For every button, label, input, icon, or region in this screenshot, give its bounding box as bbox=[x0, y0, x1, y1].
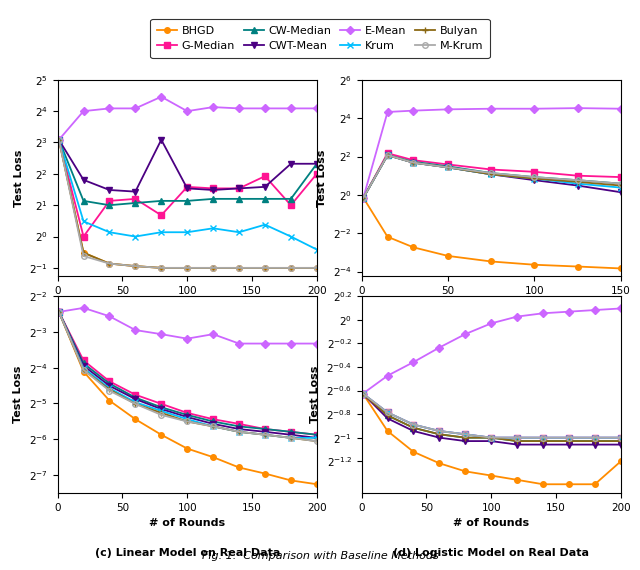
X-axis label: # of Rounds: # of Rounds bbox=[149, 518, 225, 528]
Text: (d) Logistic Model on Real Data: (d) Logistic Model on Real Data bbox=[393, 548, 589, 558]
Legend: BHGD, G-Median, CW-Median, CWT-Mean, E-Mean, Krum, Bulyan, M-Krum: BHGD, G-Median, CW-Median, CWT-Mean, E-M… bbox=[150, 19, 490, 58]
Text: Fig. 1.  Comparison with Baseline Methods: Fig. 1. Comparison with Baseline Methods bbox=[202, 551, 438, 561]
Text: (c) Linear Model on Real Data: (c) Linear Model on Real Data bbox=[95, 548, 280, 558]
Text: (a) Linear Model on Synthetic Data: (a) Linear Model on Synthetic Data bbox=[78, 332, 296, 341]
Text: (b) Logistic Model on Synthetic Data: (b) Logistic Model on Synthetic Data bbox=[377, 332, 605, 341]
Y-axis label: Test Loss: Test Loss bbox=[317, 149, 327, 207]
X-axis label: # of Rounds: # of Rounds bbox=[149, 302, 225, 312]
Y-axis label: Test Loss: Test Loss bbox=[13, 149, 24, 207]
X-axis label: # of Rounds: # of Rounds bbox=[453, 518, 529, 528]
Y-axis label: Test Loss: Test Loss bbox=[13, 366, 23, 424]
X-axis label: # of Rounds: # of Rounds bbox=[453, 302, 529, 312]
Y-axis label: Test Loss: Test Loss bbox=[310, 366, 321, 424]
